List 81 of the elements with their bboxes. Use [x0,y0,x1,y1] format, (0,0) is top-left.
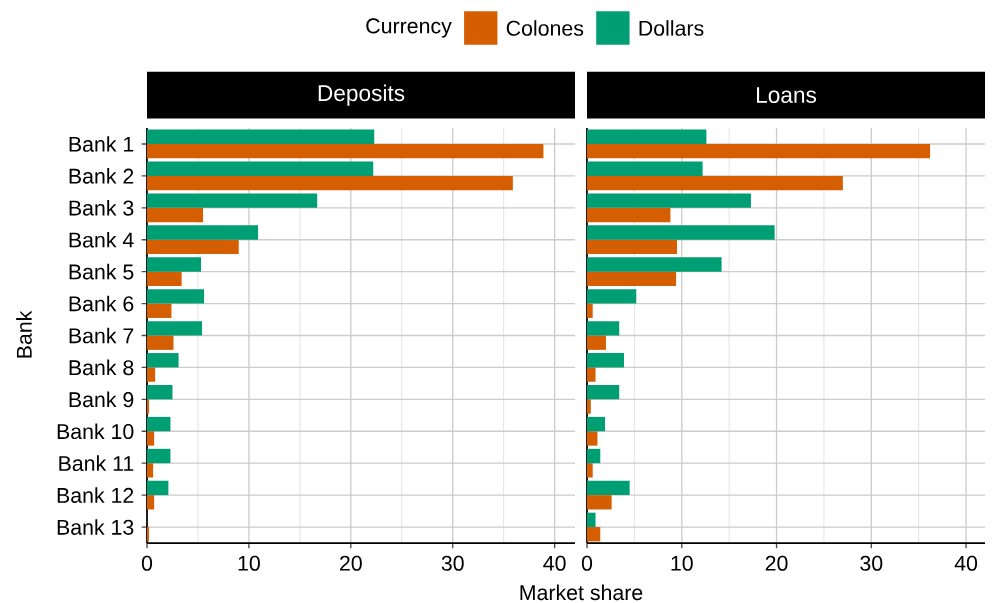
bar [147,399,150,414]
bar [147,303,172,318]
bar [587,257,722,272]
bar [147,416,171,432]
bar [587,161,703,176]
bar [587,495,612,510]
bar [587,175,843,191]
bar [147,161,374,176]
bar [147,495,155,510]
bar [587,353,624,368]
x-tick-label: 30 [441,555,464,571]
bar [587,271,677,287]
bar [147,448,171,464]
y-tick-label: Bank 3 [69,199,134,216]
bar [147,129,375,144]
y-tick-label: Bank 8 [69,359,134,376]
bar [587,480,630,496]
bar [147,353,179,368]
bar [147,257,202,272]
bar [147,480,169,496]
bar [147,271,182,287]
bar [587,303,593,318]
bar [587,143,931,159]
bar [587,448,601,464]
bar [587,512,596,528]
bar [147,527,150,542]
bar [147,431,155,446]
x-tick-label: 10 [671,555,693,571]
bar [147,193,318,208]
bar [587,289,637,304]
x-tick-label: 40 [954,555,978,571]
y-tick-label: Bank 11 [59,455,134,472]
x-axis-title: Market share [520,584,643,601]
y-tick-label: Bank 7 [69,327,134,344]
bar [587,416,606,432]
bar [147,384,173,400]
x-tick-label: 20 [340,555,362,571]
bar [147,207,204,223]
bar [587,193,751,208]
bar [147,463,154,478]
chart-title: Loans [756,87,817,103]
y-tick-label: Bank 5 [69,263,134,280]
bar [147,225,259,240]
y-tick-label: Bank 10 [57,423,134,440]
bar [587,207,671,223]
bar [147,367,156,382]
bar [147,239,239,255]
legend-title: Currency [366,18,452,38]
bar [587,129,707,144]
bar [587,431,598,446]
bar [147,335,174,350]
x-tick-label: 0 [581,555,593,571]
y-tick-label: Bank 2 [69,168,134,184]
bar [147,289,205,304]
bar [587,225,775,240]
x-tick-label: 40 [543,555,566,571]
x-tick-label: 10 [238,555,260,571]
x-tick-label: 30 [860,555,883,571]
bar [147,143,544,159]
bar [587,321,620,336]
y-tick-label: Bank 6 [69,295,134,312]
y-tick-label: Bank 13 [57,519,134,535]
y-tick-label: Bank 12 [57,487,134,503]
bar [587,239,678,255]
x-tick-label: 0 [141,555,153,571]
bar [147,321,203,336]
y-tick-label: Bank 1 [69,136,134,152]
bar [587,384,620,400]
legend-label: Colones [506,20,584,36]
bar [147,175,513,191]
bar [587,335,606,350]
y-tick-label: Bank 4 [69,231,134,248]
legend-label: Dollars [639,20,704,36]
bar [587,399,591,414]
bar [587,463,593,478]
chart-title: Deposits [318,84,405,106]
x-tick-label: 20 [765,555,788,571]
bar [587,527,601,542]
bar [587,367,596,382]
y-tick-label: Bank 9 [69,391,134,408]
y-axis-title: Bank [16,310,32,358]
